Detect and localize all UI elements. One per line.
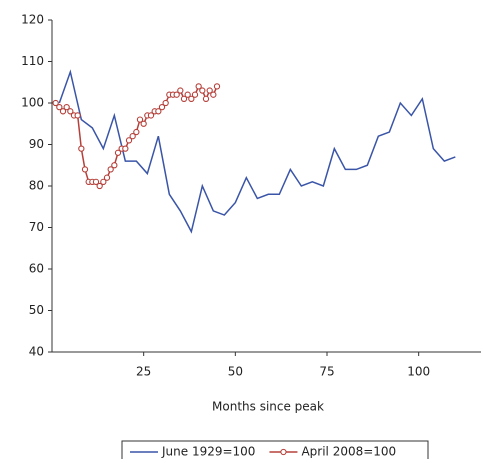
point bbox=[158, 104, 166, 111]
point bbox=[199, 87, 206, 94]
point bbox=[59, 108, 67, 115]
point bbox=[114, 149, 122, 156]
point bbox=[140, 120, 147, 127]
legend-label: April 2008=100 bbox=[301, 445, 396, 459]
point bbox=[136, 116, 144, 123]
point bbox=[92, 178, 100, 185]
point bbox=[213, 83, 221, 90]
point bbox=[191, 91, 199, 98]
point bbox=[122, 145, 129, 152]
x-tick-label: 50 bbox=[228, 365, 243, 379]
point bbox=[147, 112, 155, 119]
y-tick-label: 40 bbox=[29, 345, 44, 359]
point bbox=[195, 83, 202, 90]
point bbox=[52, 99, 59, 107]
y-tick-label: 50 bbox=[29, 303, 44, 317]
point bbox=[173, 91, 180, 98]
x-axis-label: Months since peak bbox=[212, 400, 324, 414]
y-tick-label: 70 bbox=[29, 220, 44, 234]
point bbox=[184, 91, 191, 98]
point bbox=[67, 108, 74, 115]
point bbox=[129, 133, 136, 140]
y-tick-label: 60 bbox=[29, 262, 44, 276]
point bbox=[74, 112, 81, 119]
point bbox=[177, 87, 184, 94]
point bbox=[107, 166, 114, 173]
legend-marker bbox=[280, 448, 287, 456]
point bbox=[180, 95, 188, 102]
point bbox=[155, 108, 162, 115]
x-tick-label: 25 bbox=[136, 365, 151, 379]
legend-label: June 1929=100 bbox=[161, 445, 255, 459]
point bbox=[63, 104, 70, 111]
series-line bbox=[58, 69, 456, 234]
point bbox=[81, 166, 89, 173]
point bbox=[202, 95, 210, 102]
point bbox=[210, 91, 217, 98]
x-tick-label: 100 bbox=[407, 365, 430, 379]
point bbox=[78, 145, 85, 152]
point bbox=[188, 95, 195, 102]
y-tick-label: 80 bbox=[29, 179, 44, 193]
point bbox=[133, 128, 140, 136]
y-tick-label: 120 bbox=[21, 13, 44, 27]
x-tick-label: 75 bbox=[319, 365, 334, 379]
y-tick-label: 110 bbox=[21, 54, 44, 68]
y-tick-label: 90 bbox=[29, 137, 44, 151]
point bbox=[111, 162, 118, 169]
point bbox=[100, 178, 107, 185]
point bbox=[125, 137, 133, 144]
point bbox=[96, 182, 103, 190]
point bbox=[103, 174, 111, 181]
point bbox=[162, 99, 169, 107]
point bbox=[206, 87, 213, 94]
y-tick-label: 100 bbox=[21, 96, 44, 110]
point bbox=[56, 104, 63, 111]
